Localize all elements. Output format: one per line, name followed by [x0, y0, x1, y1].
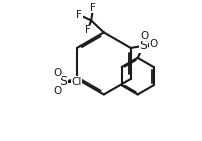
Text: F: F — [85, 25, 90, 35]
Text: O: O — [141, 31, 149, 41]
Text: F: F — [90, 3, 96, 13]
Text: Cl: Cl — [71, 77, 81, 87]
Text: O: O — [53, 86, 61, 96]
Text: S: S — [139, 39, 147, 52]
Text: O: O — [53, 68, 61, 78]
Text: F: F — [76, 10, 82, 20]
Text: S: S — [60, 75, 67, 88]
Text: O: O — [150, 39, 158, 49]
